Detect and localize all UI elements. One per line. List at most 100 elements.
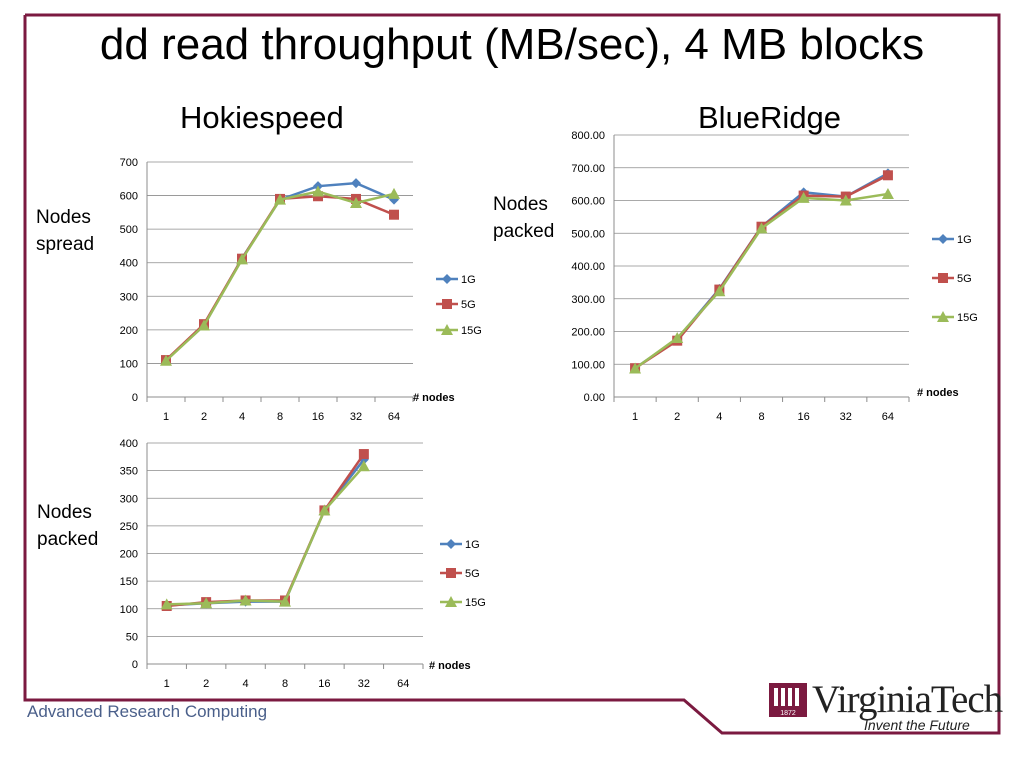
data-point (279, 595, 291, 607)
y-tick-label: 150 (120, 576, 138, 588)
data-point (937, 311, 949, 322)
data-point (198, 319, 210, 331)
hokiespeed-packed-side-label: Nodes packed (37, 499, 98, 553)
data-point (442, 274, 452, 284)
y-tick-label: 200.00 (571, 327, 605, 339)
x-tick-label: 32 (358, 678, 370, 690)
data-point (938, 273, 948, 283)
x-axis-title: # nodes (429, 660, 471, 672)
blueridge-packed-side-label: Nodes packed (493, 191, 554, 245)
y-tick-label: 400 (120, 438, 138, 450)
y-tick-label: 500.00 (571, 228, 605, 240)
series-5G (161, 449, 369, 611)
data-point (445, 596, 457, 607)
x-tick-label: 32 (840, 411, 852, 423)
legend-item: 5G (932, 273, 972, 285)
y-tick-label: 0 (132, 659, 138, 671)
y-tick-label: 800.00 (571, 130, 605, 142)
series-line (166, 453, 365, 608)
data-point (938, 234, 948, 244)
data-point (318, 504, 331, 516)
y-tick-label: 50 (126, 631, 138, 643)
x-tick-label: 64 (388, 411, 400, 423)
legend-label: 15G (461, 325, 482, 337)
legend-item: 5G (436, 299, 476, 311)
data-point (200, 597, 213, 609)
legend-label: 1G (957, 234, 972, 246)
y-tick-label: 400 (120, 258, 138, 270)
x-tick-label: 16 (318, 678, 330, 690)
x-tick-label: 4 (716, 411, 722, 423)
data-point (797, 191, 810, 203)
x-tick-label: 4 (239, 411, 245, 423)
y-tick-label: 300 (120, 291, 138, 303)
logo-year: 1872 (780, 710, 796, 717)
data-point (239, 594, 252, 606)
y-tick-label: 0 (132, 392, 138, 404)
x-tick-label: 2 (674, 411, 680, 423)
side-label-line: spread (36, 234, 95, 255)
x-tick-label: 8 (758, 411, 764, 423)
legend-item: 15G (440, 596, 486, 609)
series-line (166, 465, 365, 606)
legend-item: 15G (436, 324, 482, 337)
x-axis-title: # nodes (413, 392, 455, 404)
data-point (629, 362, 642, 374)
data-point (442, 299, 452, 309)
series-15G (160, 185, 400, 366)
data-point (441, 324, 453, 335)
x-tick-label: 64 (397, 678, 409, 690)
y-tick-label: 100 (120, 358, 138, 370)
y-tick-label: 300 (120, 493, 138, 505)
data-point (839, 194, 852, 206)
series-1G (161, 454, 369, 611)
legend-item: 1G (436, 274, 476, 286)
legend-item: 1G (440, 539, 480, 551)
vt-wordmark: VirginiaTech (812, 678, 1003, 721)
y-tick-label: 400.00 (571, 261, 605, 273)
x-tick-label: 32 (350, 411, 362, 423)
x-axis-title: # nodes (917, 387, 959, 399)
y-tick-label: 0.00 (584, 392, 605, 404)
x-tick-label: 64 (882, 411, 894, 423)
data-point (236, 253, 248, 265)
data-point (350, 196, 362, 208)
hokiespeed-spread-side-label: Nodes spread (36, 204, 94, 258)
y-tick-label: 500 (120, 224, 138, 236)
y-tick-label: 350 (120, 466, 138, 478)
legend-label: 5G (461, 299, 476, 311)
y-tick-label: 100 (120, 604, 138, 616)
legend-label: 1G (465, 539, 480, 551)
side-label-line: Nodes (36, 207, 91, 228)
vt-logo-mark: 1872 (769, 683, 807, 717)
data-point (351, 178, 361, 189)
data-point (388, 187, 400, 199)
series-15G (629, 187, 894, 374)
data-point (358, 449, 369, 460)
data-point (671, 332, 684, 344)
slide-title: dd read throughput (MB/sec), 4 MB blocks (99, 20, 925, 69)
data-point (446, 568, 456, 578)
data-point (312, 185, 324, 197)
x-tick-label: 1 (163, 411, 169, 423)
y-tick-label: 200 (120, 325, 138, 337)
y-tick-label: 700.00 (571, 163, 605, 175)
data-point (755, 222, 768, 234)
data-point (357, 460, 370, 472)
data-point (881, 187, 894, 199)
data-point (160, 354, 172, 366)
x-tick-label: 2 (203, 678, 209, 690)
y-tick-label: 200 (120, 549, 138, 561)
y-tick-label: 700 (120, 157, 138, 169)
footer-text: Advanced Research Computing (27, 702, 268, 721)
legend-label: 5G (957, 273, 972, 285)
x-tick-label: 8 (282, 678, 288, 690)
x-tick-label: 1 (632, 411, 638, 423)
data-point (882, 170, 893, 181)
x-tick-label: 1 (164, 678, 170, 690)
legend-label: 5G (465, 568, 480, 580)
